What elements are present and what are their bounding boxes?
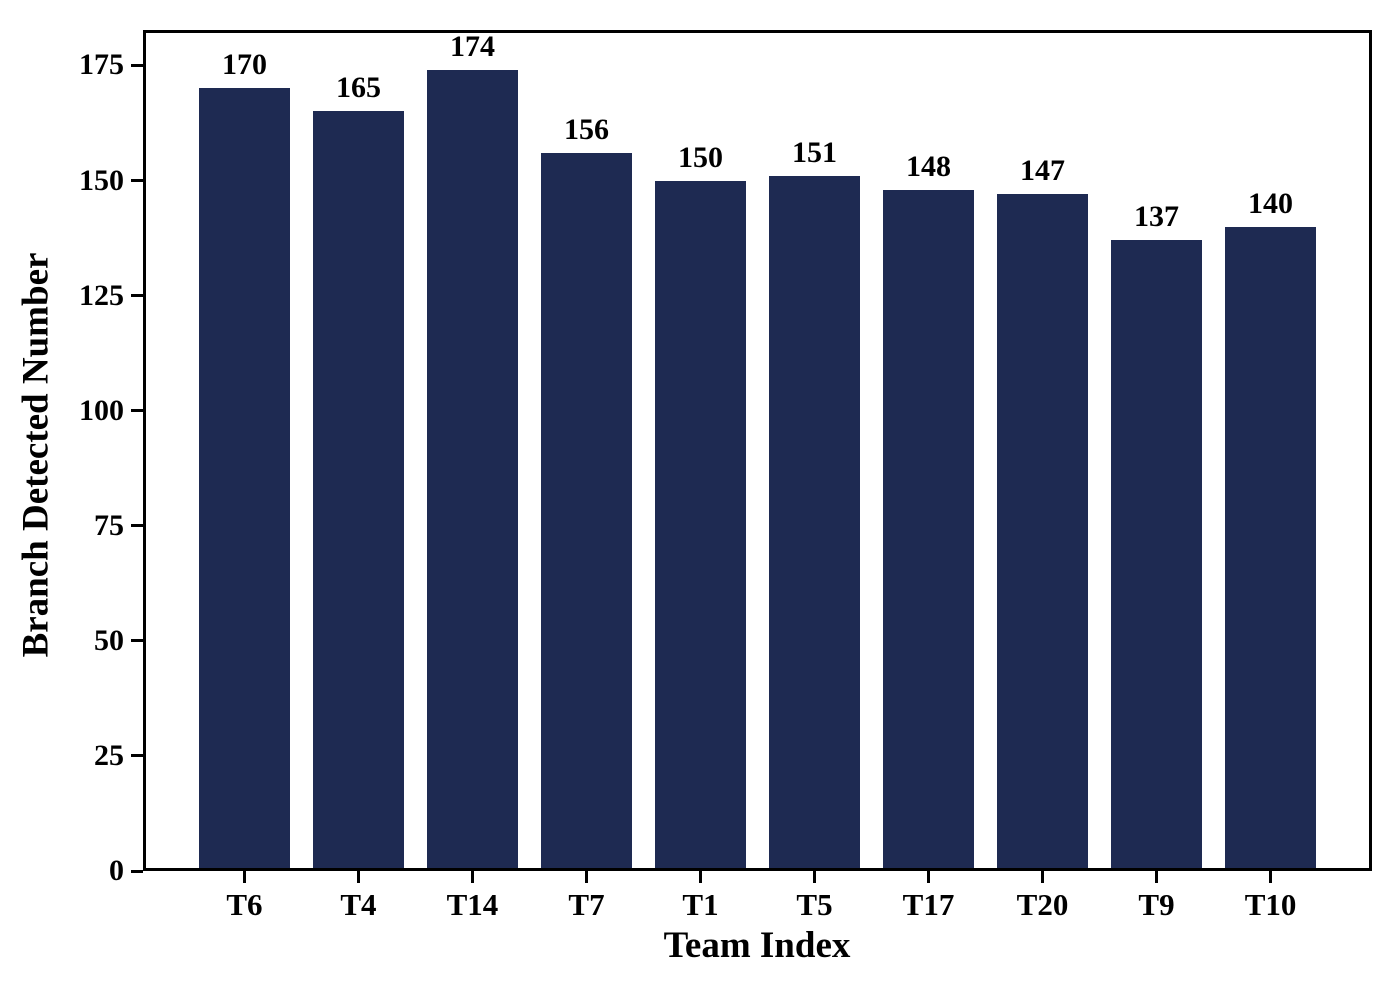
bar-value-label: 156 <box>563 112 609 146</box>
bar-value-label: 151 <box>792 135 837 169</box>
y-tick-label: 25 <box>94 738 124 772</box>
y-tick-label: 125 <box>79 278 124 312</box>
y-tick-mark <box>131 63 143 67</box>
bar <box>882 189 975 871</box>
bar-value-label: 165 <box>335 71 381 105</box>
x-tick-mark <box>1041 871 1045 883</box>
x-tick-mark <box>927 871 930 883</box>
x-tick-mark <box>698 871 702 883</box>
bar-value-label: 140 <box>1248 186 1294 220</box>
y-tick-label: 100 <box>79 393 124 427</box>
bar <box>198 88 291 871</box>
x-tick-label: T9 <box>1138 887 1175 922</box>
x-tick-label: T10 <box>1244 887 1297 922</box>
bar-value-label: 170 <box>221 48 267 82</box>
y-axis-label: Branch Detected Number <box>15 252 57 658</box>
bar <box>540 152 633 871</box>
y-tick-label: 175 <box>79 48 124 82</box>
bar-value-label: 137 <box>1134 200 1180 234</box>
x-tick-label: T1 <box>682 887 719 922</box>
x-tick-label: T7 <box>568 887 605 922</box>
x-tick-label: T14 <box>446 887 499 922</box>
y-tick-mark <box>131 524 143 528</box>
y-tick-label: 50 <box>94 623 124 657</box>
bar-value-label: 150 <box>677 140 723 174</box>
y-tick-label: 0 <box>109 854 124 887</box>
bar <box>312 111 405 871</box>
x-tick-mark <box>242 871 246 883</box>
x-tick-mark <box>356 871 360 883</box>
x-tick-mark <box>1269 871 1273 883</box>
bar-value-label: 174 <box>449 30 495 64</box>
bar <box>1224 226 1317 871</box>
y-tick-label: 150 <box>79 163 124 197</box>
y-tick-mark <box>131 409 143 413</box>
bar <box>1110 240 1203 871</box>
bar <box>654 180 747 871</box>
y-tick-mark <box>131 179 143 183</box>
x-tick-mark <box>584 871 588 883</box>
y-tick-mark <box>131 869 143 873</box>
y-tick-mark <box>131 754 143 758</box>
bar <box>768 175 861 871</box>
x-tick-label: T6 <box>226 887 263 922</box>
x-tick-mark <box>813 871 816 883</box>
x-axis-label: Team Index <box>663 925 851 966</box>
x-tick-mark <box>1155 871 1159 883</box>
x-tick-label: T20 <box>1016 887 1069 922</box>
y-tick-label: 75 <box>94 508 124 542</box>
bar-value-label: 148 <box>906 149 951 183</box>
x-tick-label: T17 <box>902 887 955 922</box>
y-tick-mark <box>131 639 143 643</box>
bar-value-label: 147 <box>1020 154 1066 188</box>
x-tick-mark <box>470 871 474 883</box>
bar <box>996 194 1089 871</box>
x-tick-label: T4 <box>340 887 377 922</box>
y-tick-mark <box>131 294 143 298</box>
bar <box>426 70 519 871</box>
x-tick-label: T5 <box>796 887 833 922</box>
